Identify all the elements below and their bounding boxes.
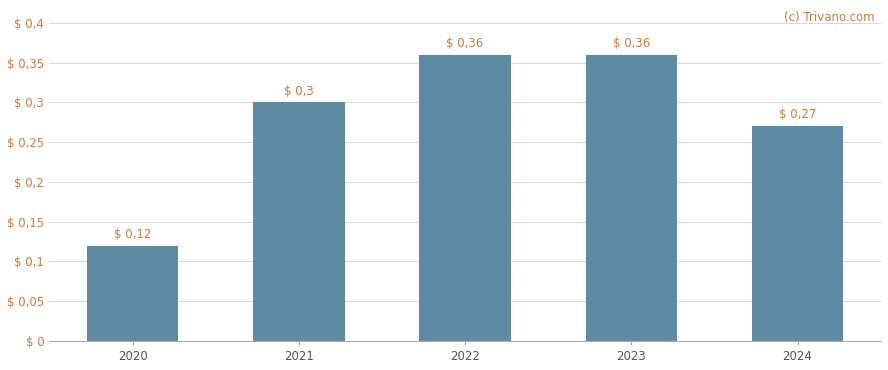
Bar [752, 126, 844, 341]
Text: $ 0,12: $ 0,12 [114, 228, 151, 241]
Bar [419, 55, 511, 341]
Bar [585, 55, 677, 341]
Text: $ 0,36: $ 0,36 [447, 37, 484, 50]
Text: $ 0,27: $ 0,27 [779, 108, 816, 121]
Text: $ 0,36: $ 0,36 [613, 37, 650, 50]
Bar [87, 246, 178, 341]
Bar [253, 102, 345, 341]
Text: (c) Trivano.com: (c) Trivano.com [784, 11, 875, 24]
Text: $ 0,3: $ 0,3 [284, 85, 313, 98]
